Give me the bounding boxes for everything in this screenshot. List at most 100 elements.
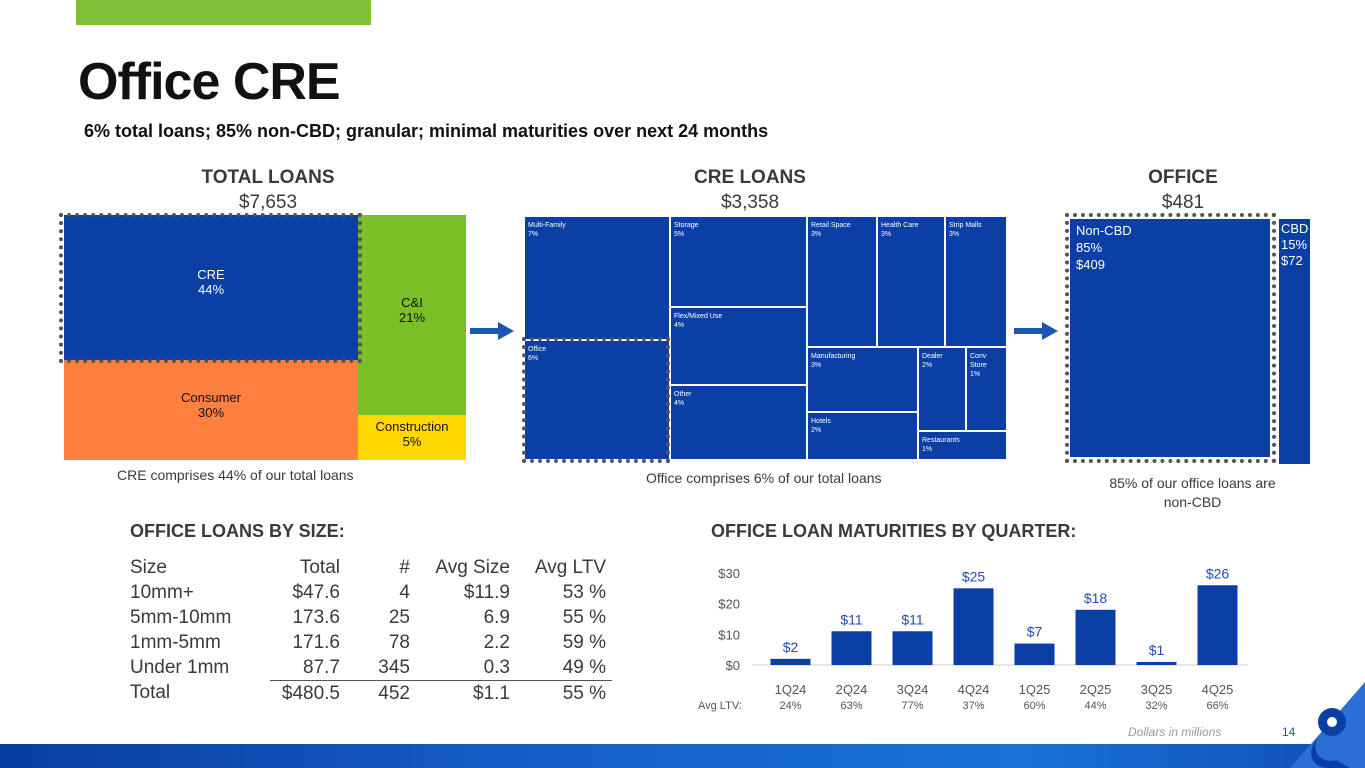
bar [1197, 585, 1238, 665]
bar-data-label: $1 [1149, 642, 1165, 658]
y-tick-label: $0 [726, 658, 740, 673]
y-tick-label: $10 [718, 627, 740, 642]
avg-ltv-value: 60% [1023, 700, 1045, 712]
cre-segment-manufacturing: Manufacturing 3% [807, 347, 918, 412]
total-segment-cre: CRE 44% [64, 215, 358, 360]
footer-band [0, 744, 1365, 768]
total-loans-caption: CRE comprises 44% of our total loans [117, 467, 354, 483]
avg-ltv-value: 37% [962, 700, 984, 712]
office-highlight-border [522, 337, 670, 463]
avg-ltv-value: 66% [1206, 700, 1228, 712]
cre-segment-dealer: Dealer 2% [918, 347, 966, 431]
accent-bar [76, 0, 371, 25]
chart-title: OFFICE LOAN MATURITIES BY QUARTER: [711, 521, 1077, 541]
y-tick-label: $20 [718, 597, 740, 612]
x-tick-label: 4Q24 [958, 682, 990, 697]
x-tick-label: 1Q25 [1019, 682, 1051, 697]
segment-pct: 85% [1076, 240, 1103, 255]
y-tick-label: $30 [718, 566, 740, 581]
bar-data-label: $25 [962, 568, 986, 584]
cre-segment-restaurants: Restaurants 1% [918, 431, 1007, 460]
avg-ltv-value: 77% [901, 700, 923, 712]
bar-data-label: $2 [783, 639, 799, 655]
bar-data-label: $7 [1027, 624, 1043, 640]
column-header: Avg Size [435, 556, 510, 578]
cre-segment-multi-family: Multi-Family 7% [524, 216, 670, 340]
cre-segment-hotels: Hotels 2% [807, 412, 918, 460]
office-heading: OFFICE [1148, 167, 1218, 188]
units-note: Dollars in millions [1128, 725, 1222, 739]
page-number: 14 [1282, 725, 1296, 739]
size-table-heading: OFFICE LOANS BY SIZE: [130, 521, 345, 541]
segment-label: CRE [197, 267, 225, 282]
bar [892, 631, 933, 665]
segment-pct: 15% [1281, 237, 1308, 252]
total-segment-ci: C&I 21% [358, 215, 466, 415]
corner-logo [1290, 682, 1365, 768]
x-tick-label: 2Q24 [836, 682, 868, 697]
bar-data-label: $11 [840, 611, 863, 627]
page-title: Office CRE [78, 53, 341, 111]
cre-segment-retail-space: Retail Space 3% [807, 216, 877, 347]
cre-loans-heading: CRE LOANS [694, 167, 806, 188]
office-caption: 85% of our office loans are non-CBD [1109, 475, 1276, 510]
segment-amount: $409 [1076, 257, 1105, 272]
segment-pct: 30% [197, 405, 225, 420]
column-header: Avg LTV [534, 556, 606, 578]
segment-label: Non-CBD [1076, 223, 1132, 238]
segment-pct: 44% [197, 282, 225, 297]
table-row: 1mm-5mm 171.6 78 2.2 59 % [130, 631, 606, 653]
avg-ltv-label: Avg LTV: [698, 700, 742, 712]
x-tick-label: 4Q25 [1202, 682, 1234, 697]
total-loans-heading: TOTAL LOANS [201, 167, 335, 188]
bar [1075, 609, 1116, 665]
bar-data-label: $11 [901, 611, 924, 627]
bar [1014, 643, 1055, 665]
office-segment-cbd: CBD 15% $72 [1279, 219, 1310, 464]
segment-amount: $72 [1281, 253, 1303, 268]
table-row: Under 1mm 87.7 345 0.3 49 % [130, 656, 606, 678]
x-tick-label: 2Q25 [1080, 682, 1112, 697]
cre-segment-conv-store: Conv Store 1% [966, 347, 1007, 431]
bar [1136, 661, 1177, 665]
segment-label: Consumer [181, 390, 241, 405]
maturities-chart: $0 $10 $20 $30 $2 1Q24 24% $11 2Q24 63% $11 3Q24 77%… [698, 565, 1248, 712]
x-tick-label: 3Q25 [1141, 682, 1173, 697]
cre-segment-other: Other 4% [670, 385, 807, 460]
x-tick-label: 3Q24 [897, 682, 929, 697]
total-segment-construction: Construction 5% [358, 415, 466, 460]
cre-highlight-border [59, 213, 362, 363]
table-total-row: Total $480.5 452 $1.1 55 % [124, 680, 612, 706]
bar [770, 658, 811, 665]
segment-pct: 5% [402, 434, 422, 449]
cre-segment-strip-malls: Strip Malls 3% [945, 216, 1007, 347]
cre-loans-caption: Office comprises 6% of our total loans [646, 470, 882, 486]
size-table: Size Total # Avg Size Avg LTV 10mm+ $47.6… [124, 555, 612, 706]
total-segment-consumer: Consumer 30% [64, 360, 358, 460]
bar [953, 588, 994, 665]
column-header: Size [130, 556, 167, 578]
non-cbd-highlight-border [1065, 213, 1276, 463]
cre-segment-flex-mixed-use: Flex/Mixed Use 4% [670, 307, 807, 385]
segment-pct: 21% [398, 310, 426, 325]
column-header: Total [299, 556, 340, 578]
office-value: $481 [1161, 192, 1205, 213]
avg-ltv-value: 24% [779, 700, 801, 712]
table-row: 5mm-10mm 173.6 25 6.9 55 % [130, 606, 606, 628]
total-loans-value: $7,653 [238, 192, 298, 213]
bar-data-label: $18 [1084, 590, 1108, 606]
arrow-right-icon [470, 322, 514, 340]
arrow-right-icon [1014, 322, 1058, 340]
table-row: 10mm+ $47.6 4 $11.9 53 % [130, 581, 606, 603]
table-header-row: Size Total # Avg Size Avg LTV [124, 555, 612, 580]
cre-segment-storage: Storage 5% [670, 216, 807, 307]
page-subtitle: 6% total loans; 85% non-CBD; granular; m… [84, 121, 769, 141]
avg-ltv-value: 63% [840, 700, 862, 712]
avg-ltv-value: 32% [1145, 700, 1167, 712]
x-tick-label: 1Q24 [775, 682, 807, 697]
segment-label: Construction [375, 419, 449, 434]
segment-label: C&I [401, 295, 423, 310]
avg-ltv-value: 44% [1084, 700, 1106, 712]
cre-segment-health-care: Health Care 3% [877, 216, 945, 347]
office-segment-non-cbd: Non-CBD 85% $409 [1070, 219, 1270, 457]
